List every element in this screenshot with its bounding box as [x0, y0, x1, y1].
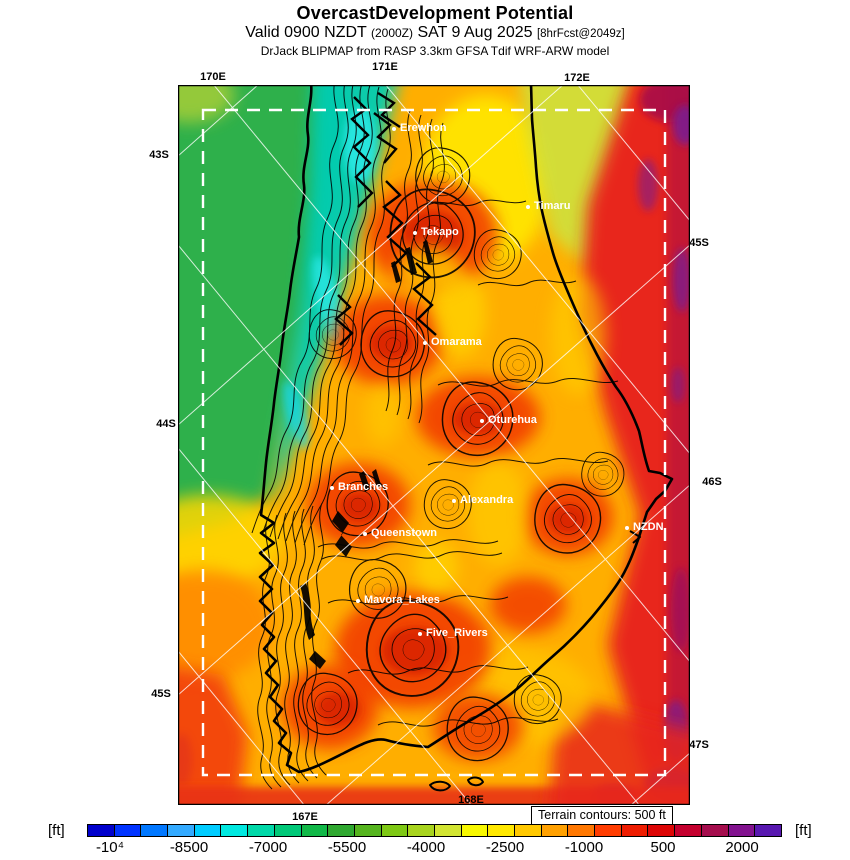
forecast-tag: [8hrFcst@2049z]	[536, 28, 625, 40]
colorbar-cell	[701, 825, 729, 836]
colorbar-cell	[274, 825, 302, 836]
colorbar-tick: -2500	[485, 839, 525, 856]
city-label: Queenstown	[371, 527, 438, 539]
colorbar-cell	[541, 825, 569, 836]
grid-label-43s: 43S	[149, 149, 169, 161]
colorbar-cell	[755, 825, 781, 836]
grid-label-47s: 47S	[689, 739, 709, 751]
map-canvas	[177, 84, 691, 806]
colorbar-cell	[515, 825, 542, 836]
city-dot	[330, 486, 334, 490]
grid-label-172e: 172E	[564, 72, 590, 84]
colorbar-cell	[621, 825, 649, 836]
colorbar-cell	[248, 825, 275, 836]
colorbar	[87, 824, 782, 837]
grid-label-168e: 168E	[458, 794, 484, 806]
grid-label-45s: 45S	[151, 688, 171, 700]
colorbar-cell	[408, 825, 435, 836]
colorbar-cell	[168, 825, 195, 836]
valid-date: SAT 9 Aug 2025	[417, 24, 533, 41]
city-label: Omarama	[431, 336, 482, 348]
colorbar-cell	[328, 825, 355, 836]
colorbar-cell	[568, 825, 596, 836]
colorbar-tick: -5500	[327, 839, 367, 856]
grid-label-44s: 44S	[156, 418, 176, 430]
city-dot	[625, 526, 629, 530]
model-domain-boundary	[201, 108, 667, 777]
colorbar-cell	[88, 825, 115, 836]
colorbar-cell	[221, 825, 249, 836]
valid-prefix: Valid 0900 NZDT	[245, 24, 367, 41]
colorbar-cell	[301, 825, 329, 836]
colorbar-cell	[728, 825, 756, 836]
city-dot	[392, 127, 396, 131]
city-dot	[413, 231, 417, 235]
model-line: DrJack BLIPMAP from RASP 3.3km GFSA Tdif…	[260, 44, 610, 58]
city-dot	[363, 532, 367, 536]
grid-label-170e: 170E	[200, 71, 226, 83]
city-label: Oturehua	[488, 414, 537, 426]
grid-label-45s: 45S	[689, 237, 709, 249]
grid-label-167e: 167E	[292, 811, 318, 823]
coastline	[258, 85, 674, 792]
colorbar-cell	[488, 825, 515, 836]
city-label: Branches	[338, 481, 389, 493]
city-label: Alexandra	[460, 494, 514, 506]
city-dot	[452, 499, 456, 503]
forecast-map	[177, 84, 691, 806]
potential-color-field	[178, 85, 690, 805]
colorbar-tick: -4000	[406, 839, 446, 856]
colorbar-cell	[114, 825, 142, 836]
city-label: Timaru	[534, 200, 571, 212]
city-dot	[526, 205, 530, 209]
city-label: Five_Rivers	[426, 627, 488, 639]
colorbar-cell	[354, 825, 382, 836]
colorbar-tick: -7000	[248, 839, 288, 856]
city-label: Tekapo	[421, 226, 459, 238]
colorbar-cell	[461, 825, 489, 836]
city-label: Mavora_Lakes	[364, 594, 440, 606]
colorbar-tick: 500	[650, 839, 676, 856]
map-border	[177, 84, 691, 806]
colorbar-unit-left: [ft]	[48, 822, 65, 839]
colorbar-cell	[434, 825, 462, 836]
colorbar-tick: -10⁴	[95, 839, 125, 856]
colorbar-tick: -1000	[564, 839, 604, 856]
city-label: NZDN	[633, 521, 664, 533]
city-dot	[418, 632, 422, 636]
city-dot	[356, 599, 360, 603]
city-label: Erewhon	[400, 122, 447, 134]
grid-label-171e: 171E	[372, 61, 398, 73]
grid-label-46s: 46S	[702, 476, 722, 488]
colorbar-cell	[675, 825, 702, 836]
terrain-contours-note: Terrain contours: 500 ft	[531, 806, 673, 825]
colorbar-cell	[381, 825, 409, 836]
colorbar-unit-right: [ft]	[795, 822, 812, 839]
valid-time-line: Valid 0900 NZDT (2000Z) SAT 9 Aug 2025 […	[0, 24, 850, 42]
colorbar-cell	[141, 825, 169, 836]
colorbar-cell	[194, 825, 222, 836]
city-dot	[480, 419, 484, 423]
page-title: OvercastDevelopment Potential	[296, 3, 574, 23]
colorbar-cell	[648, 825, 676, 836]
colorbar-tick: 2000	[725, 839, 759, 856]
colorbar-tick: -8500	[169, 839, 209, 856]
lakes	[300, 240, 433, 669]
city-dot	[423, 341, 427, 345]
colorbar-cell	[595, 825, 622, 836]
latlon-graticule	[178, 85, 690, 805]
valid-zulu: (2000Z)	[370, 26, 413, 40]
